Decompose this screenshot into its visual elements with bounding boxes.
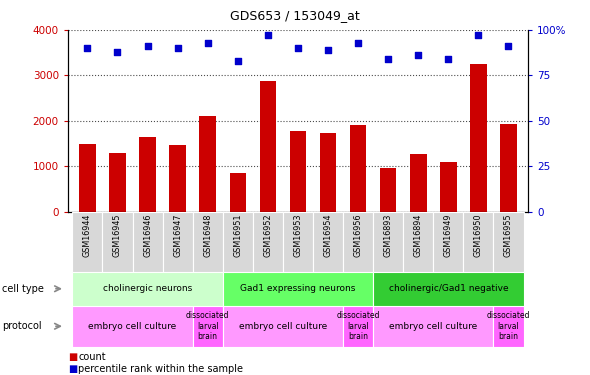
- Bar: [500, 124, 517, 212]
- Text: dissociated
larval
brain: dissociated larval brain: [487, 311, 530, 341]
- Point: [474, 33, 483, 39]
- Text: GSM16948: GSM16948: [203, 214, 212, 257]
- Text: GSM16894: GSM16894: [414, 214, 423, 257]
- Bar: [73, 306, 193, 347]
- Point: [293, 45, 303, 51]
- Bar: [79, 144, 96, 212]
- Bar: [313, 212, 343, 272]
- Text: GSM16951: GSM16951: [233, 214, 242, 257]
- Point: [384, 56, 393, 62]
- Text: GSM16949: GSM16949: [444, 214, 453, 257]
- Text: count: count: [78, 352, 106, 362]
- Point: [353, 40, 363, 46]
- Point: [263, 33, 273, 39]
- Bar: [253, 212, 283, 272]
- Bar: [283, 212, 313, 272]
- Bar: [133, 212, 163, 272]
- Bar: [139, 137, 156, 212]
- Bar: [320, 133, 336, 212]
- Text: GSM16953: GSM16953: [293, 214, 303, 257]
- Bar: [169, 145, 186, 212]
- Point: [113, 49, 122, 55]
- Bar: [193, 212, 223, 272]
- Text: GSM16954: GSM16954: [323, 214, 333, 257]
- Point: [414, 53, 423, 58]
- Bar: [73, 212, 103, 272]
- Text: GSM16944: GSM16944: [83, 214, 92, 257]
- Point: [323, 47, 333, 53]
- Bar: [223, 272, 373, 306]
- Bar: [290, 131, 306, 212]
- Bar: [343, 212, 373, 272]
- Bar: [373, 212, 403, 272]
- Text: GSM16946: GSM16946: [143, 214, 152, 257]
- Text: GDS653 / 153049_at: GDS653 / 153049_at: [230, 9, 360, 22]
- Bar: [223, 306, 343, 347]
- Text: dissociated
larval
brain: dissociated larval brain: [336, 311, 380, 341]
- Point: [203, 40, 212, 46]
- Point: [83, 45, 92, 51]
- Bar: [73, 272, 223, 306]
- Bar: [463, 212, 493, 272]
- Point: [444, 56, 453, 62]
- Bar: [410, 154, 427, 212]
- Bar: [403, 212, 433, 272]
- Text: GSM16947: GSM16947: [173, 214, 182, 257]
- Text: GSM16956: GSM16956: [353, 214, 363, 257]
- Text: embryo cell culture: embryo cell culture: [389, 322, 477, 331]
- Point: [233, 58, 242, 64]
- Bar: [103, 212, 133, 272]
- Text: cell type: cell type: [2, 284, 44, 294]
- Bar: [373, 272, 523, 306]
- Bar: [199, 116, 216, 212]
- Text: dissociated
larval
brain: dissociated larval brain: [186, 311, 230, 341]
- Text: GSM16955: GSM16955: [504, 214, 513, 257]
- Bar: [223, 212, 253, 272]
- Text: GSM16945: GSM16945: [113, 214, 122, 257]
- Text: ■: ■: [68, 364, 77, 374]
- Bar: [380, 168, 396, 212]
- Bar: [440, 162, 457, 212]
- Bar: [193, 306, 223, 347]
- Text: cholinergic/Gad1 negative: cholinergic/Gad1 negative: [389, 284, 508, 293]
- Text: ■: ■: [68, 352, 77, 362]
- Bar: [230, 173, 246, 212]
- Text: GSM16950: GSM16950: [474, 214, 483, 257]
- Text: protocol: protocol: [2, 321, 42, 331]
- Text: Gad1 expressing neurons: Gad1 expressing neurons: [240, 284, 356, 293]
- Bar: [493, 306, 523, 347]
- Point: [173, 45, 182, 51]
- Text: GSM16952: GSM16952: [263, 214, 273, 257]
- Text: percentile rank within the sample: percentile rank within the sample: [78, 364, 244, 374]
- Bar: [433, 212, 463, 272]
- Bar: [350, 126, 366, 212]
- Bar: [493, 212, 523, 272]
- Bar: [163, 212, 193, 272]
- Point: [143, 44, 152, 50]
- Text: cholinergic neurons: cholinergic neurons: [103, 284, 192, 293]
- Bar: [373, 306, 493, 347]
- Point: [504, 44, 513, 50]
- Bar: [109, 153, 126, 212]
- Text: embryo cell culture: embryo cell culture: [88, 322, 176, 331]
- Bar: [470, 64, 487, 212]
- Bar: [260, 81, 276, 212]
- Text: GSM16893: GSM16893: [384, 214, 393, 257]
- Text: embryo cell culture: embryo cell culture: [239, 322, 327, 331]
- Bar: [343, 306, 373, 347]
